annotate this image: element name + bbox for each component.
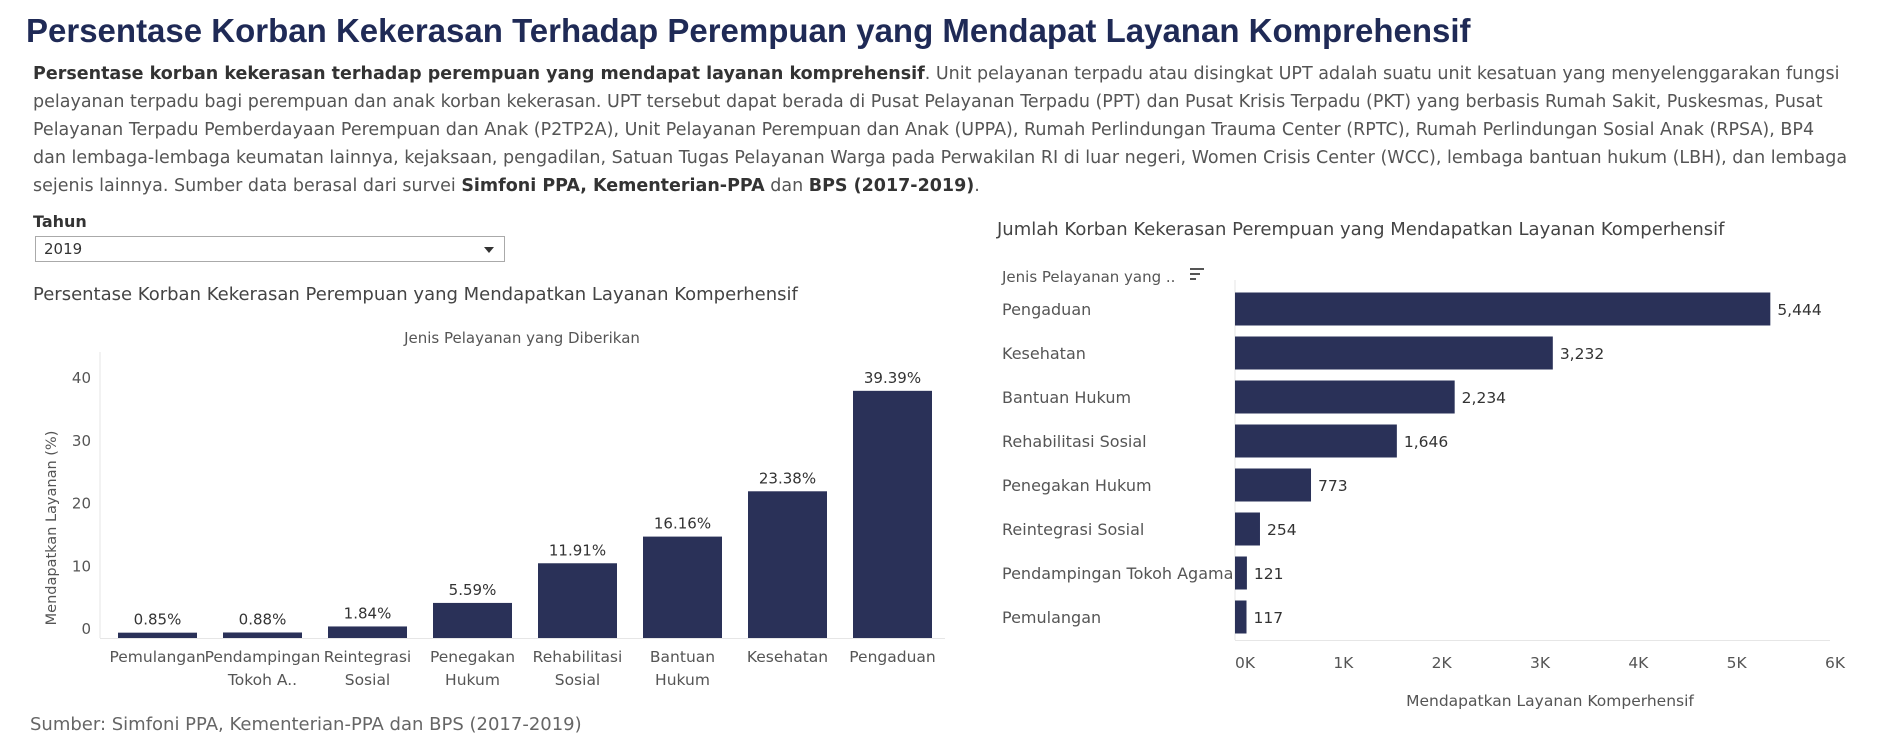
x-tick-label: 5K xyxy=(1727,654,1748,672)
x-tick-label: Penegakan xyxy=(430,648,515,666)
x-tick-label: Reintegrasi xyxy=(324,648,411,666)
x-tick-label: 4K xyxy=(1628,654,1649,672)
bar-0 xyxy=(1235,292,1771,326)
bar-2 xyxy=(328,626,407,638)
year-filter-label: Tahun xyxy=(33,212,87,231)
data-label: 0.85% xyxy=(134,611,182,629)
bar-1 xyxy=(1235,336,1553,370)
x-axis-title: Mendapatkan Layanan Komperhensif xyxy=(1406,692,1694,710)
data-label: 23.38% xyxy=(759,469,816,487)
bar-2 xyxy=(1235,380,1455,414)
x-tick-label: Bantuan xyxy=(650,648,715,666)
category-label: Kesehatan xyxy=(1002,344,1086,363)
x-tick-label: Hukum xyxy=(655,671,710,689)
count-bar-chart: Jenis Pelayanan yang .. Pengaduan 5,444 Kes… xyxy=(1001,268,1846,710)
description: Persentase korban kekerasan terhadap per… xyxy=(33,60,1848,200)
sort-icon-bar xyxy=(1190,278,1196,280)
y-axis-title: Mendapatkan Layanan (%) xyxy=(44,431,60,626)
description-source-name: Simfoni PPA, Kementerian-PPA xyxy=(461,176,765,196)
chevron-down-icon[interactable] xyxy=(484,247,494,253)
category-label: Reintegrasi Sosial xyxy=(1002,520,1144,539)
y-tick-label: 30 xyxy=(72,432,91,450)
right-chart-title: Jumlah Korban Kekerasan Perempuan yang M… xyxy=(997,219,1725,240)
bar-4 xyxy=(538,563,617,638)
data-label: 254 xyxy=(1267,521,1297,539)
description-body: . Unit pelayanan terpadu atau disingkat … xyxy=(33,64,1848,196)
bar-3 xyxy=(1235,424,1397,458)
sort-icon[interactable] xyxy=(1190,268,1204,280)
page-title: Persentase Korban Kekerasan Terhadap Per… xyxy=(26,12,1471,49)
data-label: 773 xyxy=(1318,477,1348,495)
x-tick-label: Pendampingan xyxy=(205,648,321,666)
data-label: 39.39% xyxy=(864,369,921,387)
bar-3 xyxy=(433,602,512,638)
y-tick-label: 10 xyxy=(72,557,91,575)
x-tick-label: 2K xyxy=(1432,654,1453,672)
x-tick-label: Hukum xyxy=(445,671,500,689)
percentage-bar-chart: Jenis Pelayanan yang Diberikan 0 10 20 30 40 M… xyxy=(44,329,945,689)
bar-0 xyxy=(118,632,197,638)
category-label: Pendampingan Tokoh Agama xyxy=(1002,564,1233,583)
category-label: Penegakan Hukum xyxy=(1002,476,1152,495)
bar-7 xyxy=(1235,600,1247,634)
data-label: 11.91% xyxy=(549,541,606,559)
description-bold-lead: Persentase korban kekerasan terhadap per… xyxy=(33,64,925,84)
description-bps: BPS (2017-2019) xyxy=(808,176,975,196)
y-tick-label: 20 xyxy=(72,495,91,513)
category-label: Rehabilitasi Sosial xyxy=(1002,432,1147,451)
x-tick-label: Sosial xyxy=(345,671,391,689)
sort-icon-bar xyxy=(1190,273,1200,275)
data-label: 1,646 xyxy=(1404,433,1448,451)
data-label: 117 xyxy=(1254,609,1284,627)
description-and: dan xyxy=(764,176,809,196)
x-tick-label: 1K xyxy=(1333,654,1354,672)
description-end: . xyxy=(974,176,980,196)
bar-5 xyxy=(643,536,722,638)
data-label: 1.84% xyxy=(344,604,392,622)
x-tick-label: Tokoh A.. xyxy=(227,671,297,689)
bar-5 xyxy=(1235,512,1260,546)
category-label: Bantuan Hukum xyxy=(1002,388,1131,407)
bar-4 xyxy=(1235,468,1312,502)
category-label: Pengaduan xyxy=(1002,300,1091,319)
x-tick-label: Pengaduan xyxy=(849,648,935,666)
data-label: 121 xyxy=(1254,565,1284,583)
category-label: Pemulangan xyxy=(1002,608,1101,627)
y-tick-label: 0 xyxy=(81,620,91,638)
left-chart-title: Persentase Korban Kekerasan Perempuan ya… xyxy=(33,284,798,305)
bar-6 xyxy=(1235,556,1247,590)
x-tick-label: 0K xyxy=(1235,654,1256,672)
data-label: 0.88% xyxy=(239,610,287,628)
bar-6 xyxy=(748,491,827,638)
sort-icon-bar xyxy=(1190,268,1204,270)
year-filter-value: 2019 xyxy=(44,240,83,258)
x-tick-label: Sosial xyxy=(555,671,601,689)
data-label: 5,444 xyxy=(1777,301,1821,319)
data-label: 3,232 xyxy=(1560,345,1604,363)
bar-7 xyxy=(853,390,932,638)
row-header: Jenis Pelayanan yang .. xyxy=(1001,268,1175,286)
chart-header: Jenis Pelayanan yang Diberikan xyxy=(403,329,640,347)
x-tick-label: Kesehatan xyxy=(747,648,828,666)
data-label: 2,234 xyxy=(1462,389,1506,407)
year-filter-dropdown[interactable]: 2019 xyxy=(35,236,505,262)
x-tick-label: Pemulangan xyxy=(109,648,205,666)
data-label: 16.16% xyxy=(654,515,711,533)
y-tick-label: 40 xyxy=(72,369,91,387)
x-tick-label: 3K xyxy=(1530,654,1551,672)
data-label: 5.59% xyxy=(449,581,497,599)
bar-1 xyxy=(223,632,302,638)
x-tick-label: 6K xyxy=(1825,654,1846,672)
x-tick-label: Rehabilitasi xyxy=(533,648,623,666)
source-note: Sumber: Simfoni PPA, Kementerian-PPA dan… xyxy=(30,714,582,735)
